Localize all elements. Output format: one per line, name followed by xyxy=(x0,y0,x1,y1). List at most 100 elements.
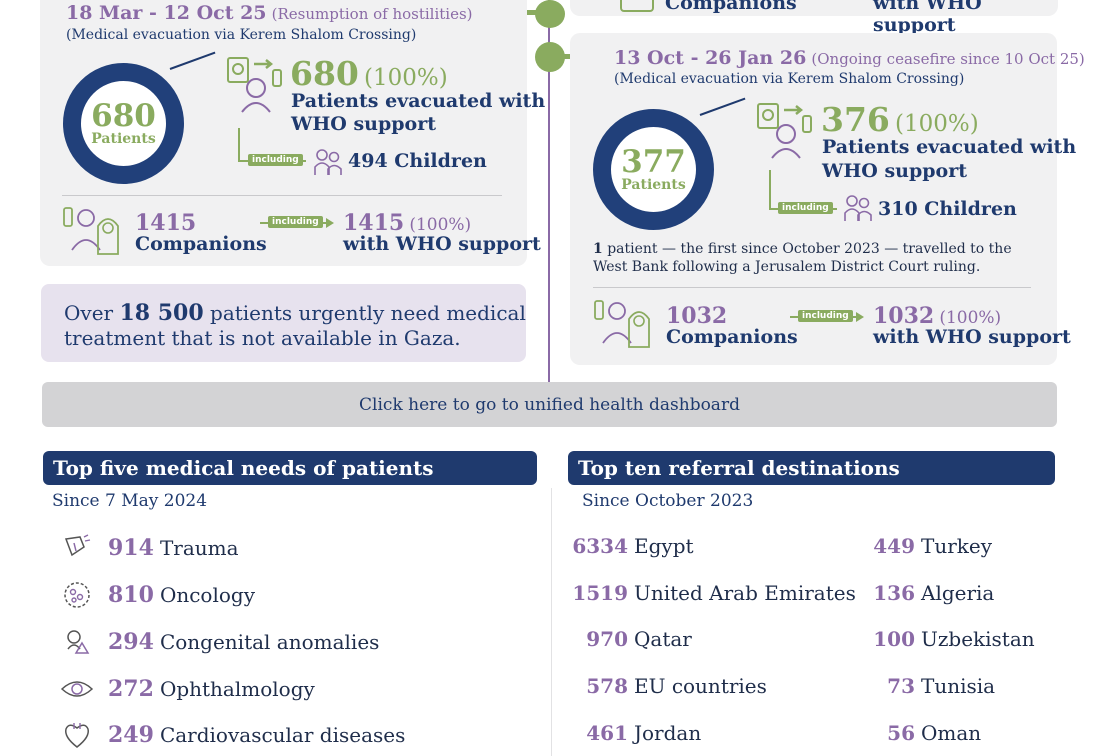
destination-name: Algeria xyxy=(921,581,995,605)
need-value: 810 xyxy=(108,582,154,608)
dashboard-link-label: Click here to go to unified health dashb… xyxy=(359,394,740,415)
destination-row: 1519 United Arab Emirates xyxy=(572,578,856,608)
left-period-route: (Medical evacuation via Kerem Shalom Cro… xyxy=(66,27,417,43)
right-divider xyxy=(593,287,1031,288)
right-evacuated-text-1: Patients evacuated with xyxy=(822,136,1077,158)
right-donut-label: Patients xyxy=(621,176,686,193)
destination-name: Tunisia xyxy=(921,674,996,698)
need-name: Cardiovascular diseases xyxy=(159,723,406,747)
right-period-dates: 13 Oct - 26 Jan 26 xyxy=(614,47,807,69)
right-evacuated-headline: 376 (100%) xyxy=(821,100,979,139)
left-companions-support-number: 1415 xyxy=(343,210,405,236)
left-donut-label: Patients xyxy=(91,130,156,147)
destination-row: 578 EU countries xyxy=(572,671,767,701)
right-including-tag: including xyxy=(778,202,833,214)
left-evacuated-pct: (100%) xyxy=(363,65,448,91)
need-value: 294 xyxy=(108,629,154,655)
destination-row: 100 Uzbekistan xyxy=(868,624,1034,654)
oncology-icon xyxy=(60,580,94,610)
bottom-column-divider xyxy=(551,488,552,756)
need-row-cardiovascular: 249 Cardiovascular diseases xyxy=(60,720,405,750)
destination-row: 970 Qatar xyxy=(572,624,692,654)
right-donut-number: 377 xyxy=(621,143,686,180)
westbank-note-line-1: 1 patient — the first since October 2023… xyxy=(593,241,1012,257)
right-period-title: 13 Oct - 26 Jan 26 (Ongoing ceasefire si… xyxy=(614,47,1085,69)
need-row-oncology: 810 Oncology xyxy=(60,580,255,610)
dashboard-link-button[interactable]: Click here to go to unified health dashb… xyxy=(42,382,1057,427)
need-name: Ophthalmology xyxy=(159,677,315,701)
need-row-congenital: 294 Congenital anomalies xyxy=(60,627,379,657)
right-children: 310 Children xyxy=(878,198,1017,220)
left-evacuated-headline: 680 (100%) xyxy=(290,54,448,93)
right-companions-support-headline: 1032 (100%) xyxy=(873,303,1001,329)
top-right-partial-card: Companions with WHO support xyxy=(570,0,1058,36)
left-children: 494 Children xyxy=(348,150,487,172)
destination-value: 970 xyxy=(586,627,628,651)
westbank-note-line-2: West Bank following a Jerusalem District… xyxy=(593,259,981,275)
destination-row: 136 Algeria xyxy=(868,578,994,608)
right-patient-evacuation-icon xyxy=(756,100,814,164)
westbank-count: 1 xyxy=(593,241,603,257)
left-period-note: (Resumption of hostilities) xyxy=(271,5,473,23)
destination-value: 449 xyxy=(873,534,915,558)
destination-name: Qatar xyxy=(634,627,692,651)
needs-section-title: Top five medical needs of patients evacu… xyxy=(43,451,537,514)
destination-row: 449 Turkey xyxy=(868,531,992,561)
left-evacuated-text-2: WHO support xyxy=(291,113,436,135)
needs-since: Since 7 May 2024 xyxy=(52,491,208,511)
right-evacuated-pct: (100%) xyxy=(894,111,979,137)
left-companions-support-text: with WHO support xyxy=(343,233,541,255)
destination-name: Egypt xyxy=(634,534,694,558)
left-divider xyxy=(62,195,502,196)
left-companions-including-tag: including xyxy=(268,216,323,228)
left-evacuated-number: 680 xyxy=(290,54,359,93)
destination-value: 136 xyxy=(873,581,915,605)
need-row-ophthalmology: 272 Ophthalmology xyxy=(60,674,315,704)
right-period-route: (Medical evacuation via Kerem Shalom Cro… xyxy=(614,71,965,87)
need-name: Trauma xyxy=(159,536,239,560)
right-including-bracket xyxy=(769,170,771,208)
destination-row: 73 Tunisia xyxy=(868,671,995,701)
left-period-dates: 18 Mar - 12 Oct 25 xyxy=(66,2,267,24)
left-period-title: 18 Mar - 12 Oct 25 (Resumption of hostil… xyxy=(66,2,473,24)
destination-name: EU countries xyxy=(634,674,767,698)
right-companions-support-text: with WHO support xyxy=(873,326,1071,348)
companions-icon-partial xyxy=(620,0,654,12)
destination-value: 6334 xyxy=(572,534,628,558)
partial-support-text: with WHO support xyxy=(873,0,982,36)
urgent-text-1: patients urgently need medical xyxy=(203,301,526,325)
destination-value: 578 xyxy=(586,674,628,698)
partial-companions-label: Companions xyxy=(665,0,797,14)
left-companions-label: Companions xyxy=(135,233,267,255)
children-icon xyxy=(313,147,343,181)
destination-name: Jordan xyxy=(634,721,702,745)
left-donut-number: 680 xyxy=(91,97,156,134)
right-evacuated-number: 376 xyxy=(821,100,890,139)
right-companions-label: Companions xyxy=(666,326,798,348)
need-name: Congenital anomalies xyxy=(159,630,380,654)
westbank-text-1: patient — the first since October 2023 —… xyxy=(602,241,1012,257)
left-donut: 680 Patients xyxy=(63,63,184,184)
right-companions-support-number: 1032 xyxy=(873,303,935,329)
destination-row: 6334 Egypt xyxy=(572,531,694,561)
timeline-line xyxy=(548,0,550,382)
destination-value: 461 xyxy=(586,721,628,745)
heart-icon xyxy=(60,720,94,750)
destinations-section-title: Top ten referral destinations xyxy=(568,451,1055,485)
destination-name: United Arab Emirates xyxy=(634,581,856,605)
companions-icon xyxy=(62,204,126,260)
destination-value: 1519 xyxy=(572,581,628,605)
destination-name: Oman xyxy=(921,721,982,745)
right-companions-icon xyxy=(593,297,657,353)
right-donut: 377 Patients xyxy=(593,109,714,230)
urgent-need-line-1: Over 18 500 patients urgently need medic… xyxy=(64,300,526,326)
right-companions-arrow-head xyxy=(856,312,864,322)
left-companions-support-headline: 1415 (100%) xyxy=(343,210,471,236)
right-evacuated-text-2: WHO support xyxy=(822,160,967,182)
destination-name: Turkey xyxy=(921,534,993,558)
trauma-icon xyxy=(60,533,94,563)
destination-row: 56 Oman xyxy=(868,718,981,748)
patient-evacuation-icon xyxy=(226,54,284,118)
need-name: Oncology xyxy=(159,583,255,607)
right-companions-number: 1032 xyxy=(666,303,728,329)
